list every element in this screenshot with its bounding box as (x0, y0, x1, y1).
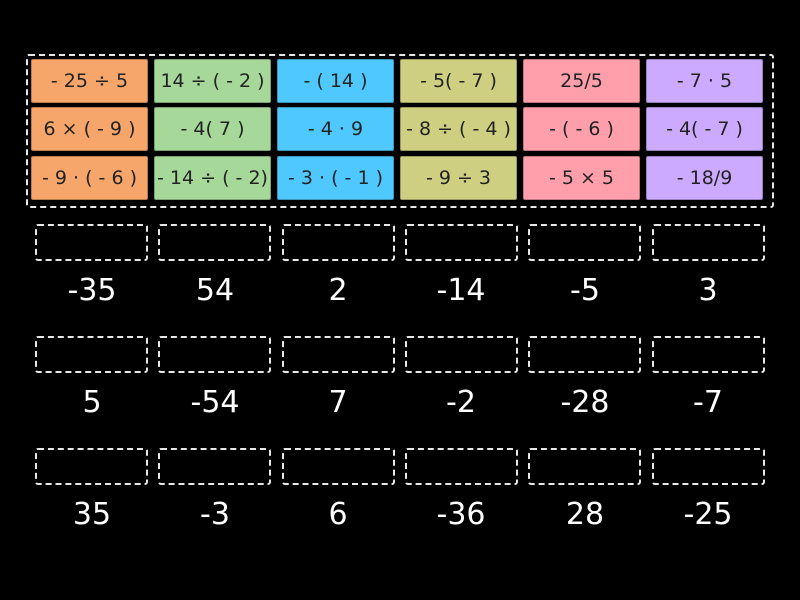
drop-slot[interactable] (158, 224, 271, 261)
expression-tile[interactable]: - 3 · ( - 1 ) (277, 156, 394, 200)
answer-label: 3 (698, 272, 718, 308)
answer-label: 54 (195, 272, 235, 308)
expression-tile[interactable]: - 25 ÷ 5 (31, 59, 148, 103)
drop-slot[interactable] (282, 448, 395, 485)
expression-tile[interactable]: - 9 · ( - 6 ) (31, 156, 148, 200)
expression-tile[interactable]: 25/5 (523, 59, 640, 103)
answer-label: -25 (683, 496, 733, 532)
answer-label: 2 (328, 272, 348, 308)
drop-slot[interactable] (405, 224, 518, 261)
drop-slot[interactable] (35, 224, 148, 261)
expression-tile[interactable]: - 8 ÷ ( - 4 ) (400, 107, 517, 151)
answer-label: -36 (436, 496, 486, 532)
expression-tile[interactable]: - 18/9 (646, 156, 763, 200)
expression-tile[interactable]: - 14 ÷ ( - 2) (154, 156, 271, 200)
answer-label: 28 (565, 496, 605, 532)
drop-slot[interactable] (652, 448, 765, 485)
expression-tile[interactable]: 6 × ( - 9 ) (31, 107, 148, 151)
drop-slot[interactable] (405, 448, 518, 485)
answer-label: 6 (328, 496, 348, 532)
answer-label: -7 (693, 384, 723, 420)
answer-label: 7 (328, 384, 348, 420)
expression-tile[interactable]: - 4( - 7 ) (646, 107, 763, 151)
drop-slot[interactable] (528, 336, 641, 373)
drop-slot[interactable] (282, 336, 395, 373)
answer-label: -14 (436, 272, 486, 308)
answer-label: -54 (190, 384, 240, 420)
drop-slot[interactable] (652, 336, 765, 373)
drop-slot[interactable] (282, 224, 395, 261)
drop-slot[interactable] (528, 224, 641, 261)
answer-label: 35 (72, 496, 112, 532)
expression-tile[interactable]: - 4( 7 ) (154, 107, 271, 151)
expression-tile[interactable]: 14 ÷ ( - 2 ) (154, 59, 271, 103)
tile-tray: - 25 ÷ 5 14 ÷ ( - 2 ) - ( 14 ) - 5( - 7 ) 25… (26, 54, 774, 208)
drop-slot[interactable] (405, 336, 518, 373)
expression-tile[interactable]: - ( 14 ) (277, 59, 394, 103)
drop-slot[interactable] (35, 448, 148, 485)
drop-slot[interactable] (35, 336, 148, 373)
answer-label: -5 (570, 272, 600, 308)
answer-label: -35 (67, 272, 117, 308)
drop-slot[interactable] (528, 448, 641, 485)
answer-label: -2 (446, 384, 476, 420)
expression-tile[interactable]: - 9 ÷ 3 (400, 156, 517, 200)
expression-tile[interactable]: - 7 · 5 (646, 59, 763, 103)
expression-tile[interactable]: - 4 · 9 (277, 107, 394, 151)
expression-tile[interactable]: - ( - 6 ) (523, 107, 640, 151)
expression-tile[interactable]: - 5( - 7 ) (400, 59, 517, 103)
answer-label: -3 (200, 496, 230, 532)
drop-slot[interactable] (158, 336, 271, 373)
answer-label: -28 (560, 384, 610, 420)
drop-slot[interactable] (652, 224, 765, 261)
drop-slot[interactable] (158, 448, 271, 485)
answer-label: 5 (82, 384, 102, 420)
expression-tile[interactable]: - 5 × 5 (523, 156, 640, 200)
